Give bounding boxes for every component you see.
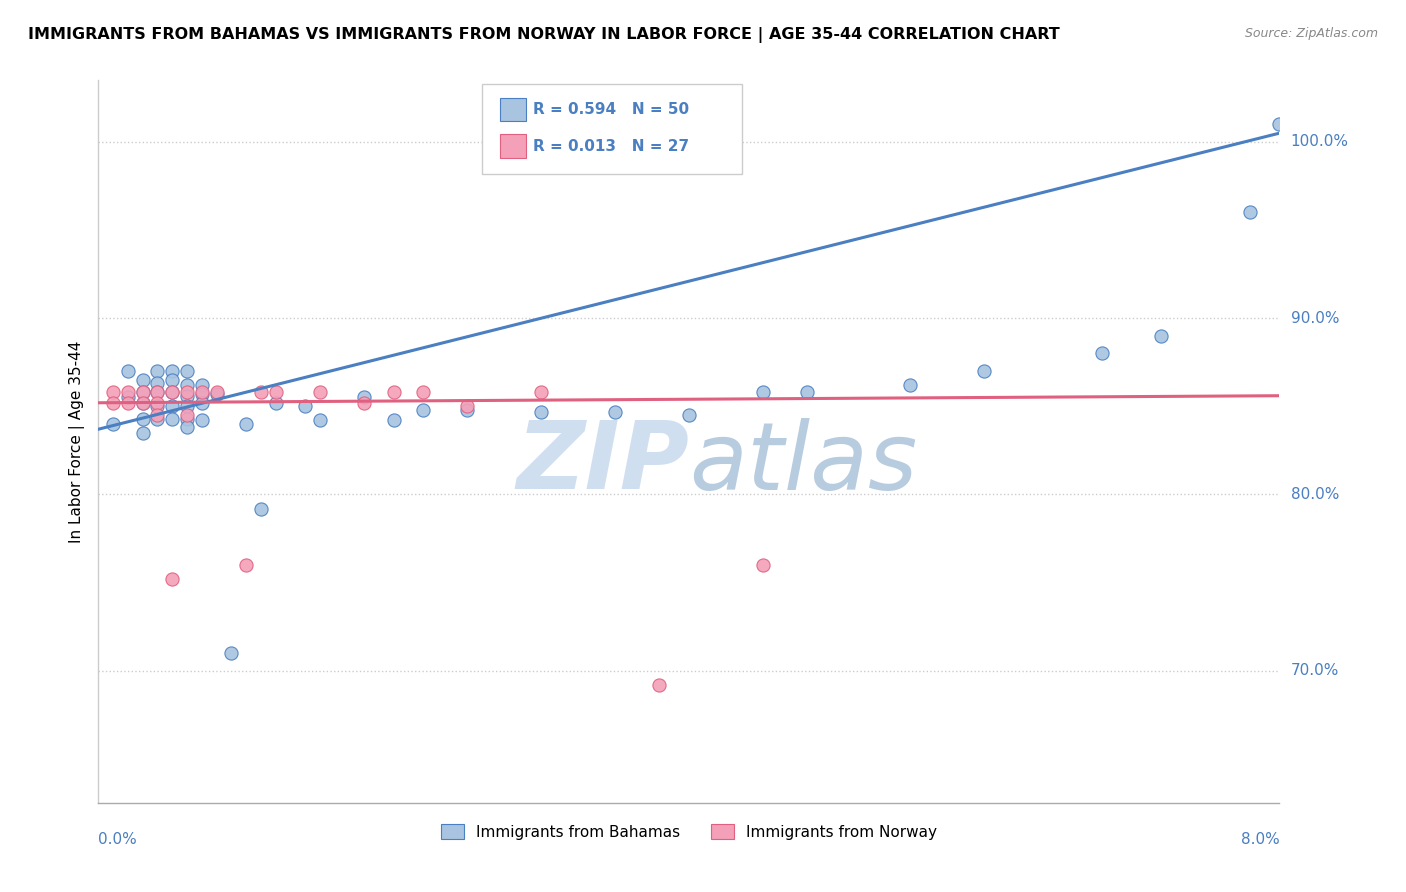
Text: 100.0%: 100.0%: [1291, 135, 1348, 150]
Point: [353, 391, 375, 405]
Point: [132, 396, 155, 410]
Point: [132, 411, 155, 425]
Point: [191, 378, 214, 392]
Point: [191, 413, 214, 427]
Point: [457, 399, 479, 413]
Point: [176, 408, 198, 422]
Point: [382, 413, 405, 427]
Point: [353, 396, 375, 410]
Y-axis label: In Labor Force | Age 35-44: In Labor Force | Age 35-44: [69, 341, 84, 542]
Point: [191, 387, 214, 401]
Point: [162, 385, 183, 400]
Point: [176, 399, 198, 413]
Point: [530, 404, 553, 418]
Point: [103, 396, 125, 410]
Point: [973, 364, 995, 378]
Point: [162, 399, 183, 413]
Point: [176, 364, 198, 378]
Point: [132, 425, 155, 440]
Point: [264, 396, 287, 410]
Point: [191, 396, 214, 410]
Point: [796, 385, 818, 400]
Point: [146, 364, 169, 378]
Point: [176, 385, 198, 400]
Text: R = 0.013   N = 27: R = 0.013 N = 27: [533, 138, 689, 153]
Text: ZIP: ZIP: [516, 417, 689, 509]
Point: [205, 387, 228, 401]
Point: [117, 396, 139, 410]
Point: [132, 385, 155, 400]
Point: [117, 364, 139, 378]
Point: [176, 411, 198, 425]
FancyBboxPatch shape: [501, 98, 526, 121]
Text: 70.0%: 70.0%: [1291, 663, 1339, 678]
Point: [103, 417, 125, 431]
Text: 90.0%: 90.0%: [1291, 310, 1339, 326]
Point: [250, 385, 273, 400]
Point: [117, 385, 139, 400]
Point: [162, 364, 183, 378]
FancyBboxPatch shape: [482, 84, 742, 174]
Point: [752, 385, 775, 400]
Point: [146, 399, 169, 413]
Point: [1150, 328, 1173, 343]
Point: [205, 385, 228, 400]
Point: [117, 391, 139, 405]
Point: [221, 646, 243, 660]
Text: 0.0%: 0.0%: [98, 831, 138, 847]
Point: [146, 411, 169, 425]
Point: [162, 373, 183, 387]
Point: [176, 420, 198, 434]
Point: [146, 408, 169, 422]
Point: [176, 378, 198, 392]
Point: [146, 385, 169, 400]
Point: [250, 501, 273, 516]
Point: [146, 385, 169, 400]
Point: [1239, 205, 1261, 219]
Point: [132, 373, 155, 387]
Point: [264, 385, 287, 400]
Point: [605, 404, 627, 418]
Point: [146, 376, 169, 391]
Text: Source: ZipAtlas.com: Source: ZipAtlas.com: [1244, 27, 1378, 40]
Point: [309, 413, 332, 427]
Point: [235, 417, 257, 431]
Text: 8.0%: 8.0%: [1240, 831, 1279, 847]
Legend: Immigrants from Bahamas, Immigrants from Norway: Immigrants from Bahamas, Immigrants from…: [434, 818, 943, 846]
Point: [162, 385, 183, 400]
Point: [648, 678, 671, 692]
Point: [678, 408, 700, 422]
Point: [162, 411, 183, 425]
Point: [825, 805, 848, 819]
Point: [103, 385, 125, 400]
Point: [412, 402, 434, 417]
Point: [1268, 117, 1291, 131]
Point: [146, 396, 169, 410]
Text: R = 0.594   N = 50: R = 0.594 N = 50: [533, 103, 689, 118]
Point: [132, 385, 155, 400]
FancyBboxPatch shape: [501, 135, 526, 158]
Point: [235, 558, 257, 572]
Point: [900, 378, 922, 392]
Point: [162, 572, 183, 586]
Point: [530, 385, 553, 400]
Point: [752, 558, 775, 572]
Point: [1091, 346, 1114, 360]
Text: atlas: atlas: [689, 417, 917, 508]
Point: [294, 399, 316, 413]
Text: IMMIGRANTS FROM BAHAMAS VS IMMIGRANTS FROM NORWAY IN LABOR FORCE | AGE 35-44 COR: IMMIGRANTS FROM BAHAMAS VS IMMIGRANTS FR…: [28, 27, 1060, 43]
Point: [309, 385, 332, 400]
Point: [457, 402, 479, 417]
Point: [132, 396, 155, 410]
Point: [382, 385, 405, 400]
Point: [412, 385, 434, 400]
Text: 80.0%: 80.0%: [1291, 487, 1339, 502]
Point: [191, 385, 214, 400]
Point: [176, 389, 198, 403]
